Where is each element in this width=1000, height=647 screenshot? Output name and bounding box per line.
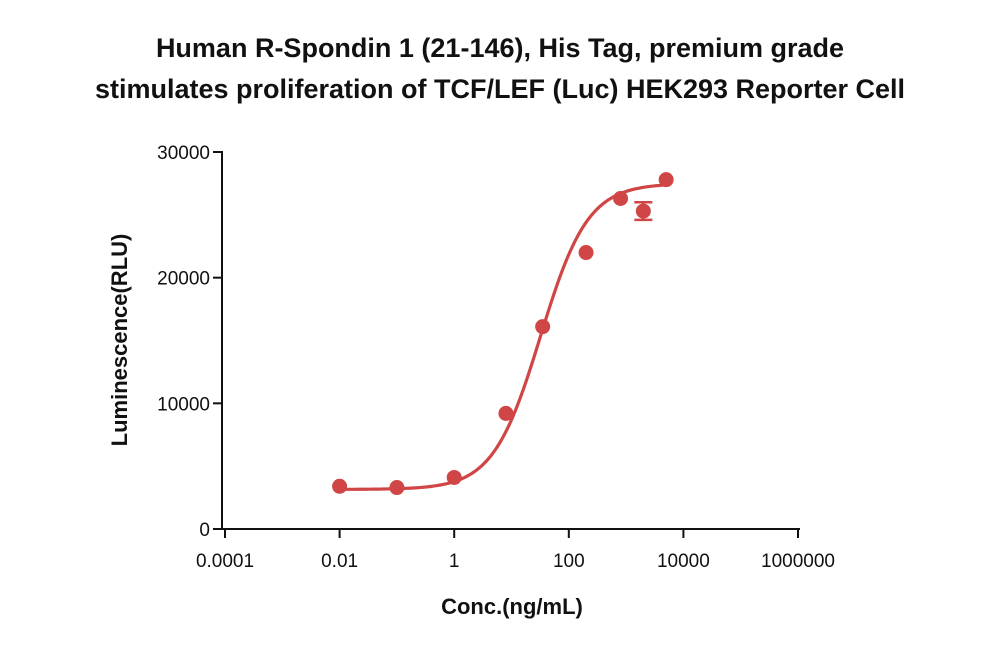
y-tick-label: 30000: [157, 143, 210, 164]
x-tick-label: 10000: [657, 551, 710, 572]
axes: 0 10000 20000 30000 0.0001 0.01 1 100 10000 10000…: [157, 143, 835, 572]
x-tick-label: 1000000: [761, 551, 835, 572]
y-tick-label: 10000: [157, 394, 210, 415]
data-point: [498, 405, 514, 421]
data-point: [635, 203, 651, 219]
fit-curve-layer: [339, 183, 667, 491]
chart-subtitle: stimulates proliferation of TCF/LEF (Luc…: [94, 74, 906, 104]
data-point: [535, 319, 551, 335]
y-tick-label: 20000: [157, 269, 210, 290]
data-point: [389, 480, 405, 496]
chart-title-block: Human R-Spondin 1 (21-146), His Tag, pre…: [0, 28, 1000, 110]
chart-title: Human R-Spondin 1 (21-146), His Tag, pre…: [155, 33, 845, 63]
fit-curve: [339, 183, 667, 491]
data-point: [658, 172, 674, 188]
x-tick-label: 1: [449, 551, 460, 572]
x-tick-label: 100: [553, 551, 585, 572]
x-tick-label: 0.0001: [196, 551, 254, 572]
data-point: [613, 190, 629, 206]
y-tick-label: 0: [199, 520, 210, 541]
x-axis-title: Conc.(ng/mL): [441, 594, 583, 619]
data-point: [578, 245, 594, 261]
data-points-layer: [332, 172, 674, 496]
data-point: [332, 478, 348, 494]
x-tick-label: 0.01: [321, 551, 358, 572]
data-point: [446, 469, 462, 485]
y-axis-title: Luminescence(RLU): [107, 234, 132, 447]
